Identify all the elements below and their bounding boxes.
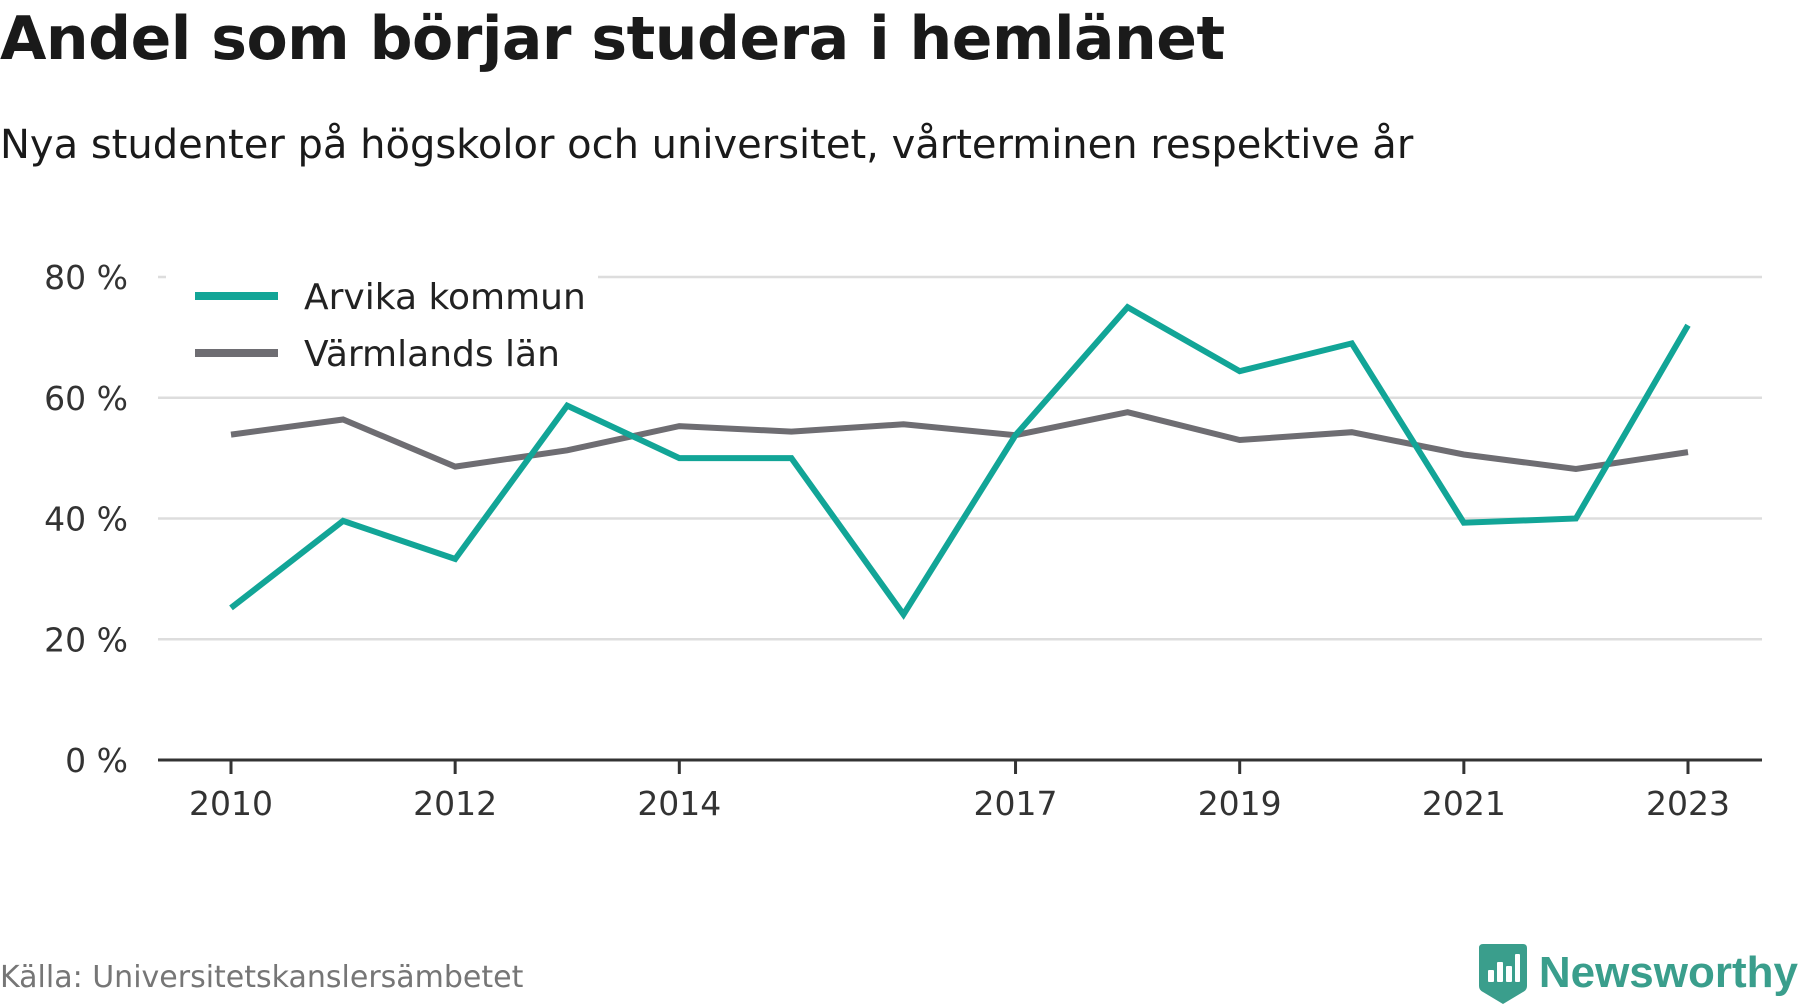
legend: Arvika kommun Värmlands län [166, 270, 598, 382]
source-note: Källa: Universitetskanslersämbetet [0, 960, 524, 995]
legend-label: Arvika kommun [304, 277, 586, 318]
y-tick-label: 60 % [44, 379, 128, 418]
x-tick-label: 2017 [974, 784, 1058, 823]
x-tick-label: 2021 [1422, 784, 1506, 823]
brand-logo: Newsworthy [1477, 940, 1798, 1006]
x-axis: 2010 2012 2014 2017 2019 2021 2023 [158, 758, 1762, 823]
brand-name: Newsworthy [1538, 948, 1798, 997]
legend-label: Värmlands län [304, 334, 560, 375]
chart-title: Andel som börjar studera i hemlänet [0, 4, 1225, 74]
x-tick-label: 2014 [637, 784, 721, 823]
legend-background [166, 270, 598, 382]
series-line-arvika-kommun [229, 303, 1691, 620]
y-tick-label: 40 % [44, 500, 128, 539]
series-line-varmlands-lan [230, 409, 1689, 473]
x-tick-label: 2023 [1646, 784, 1730, 823]
x-tick-label: 2019 [1198, 784, 1282, 823]
y-tick-label: 80 % [44, 258, 128, 297]
x-tick-label: 2012 [413, 784, 497, 823]
x-tick-label: 2010 [189, 784, 273, 823]
series-lines [229, 303, 1691, 620]
y-axis-ticks: 0 % 20 % 40 % 60 % 80 % [44, 258, 128, 780]
y-tick-label: 0 % [65, 741, 128, 780]
newsworthy-logo-icon [1478, 944, 1527, 1004]
y-tick-label: 20 % [44, 620, 128, 659]
chart-subtitle: Nya studenter på högskolor och universit… [0, 122, 1414, 168]
